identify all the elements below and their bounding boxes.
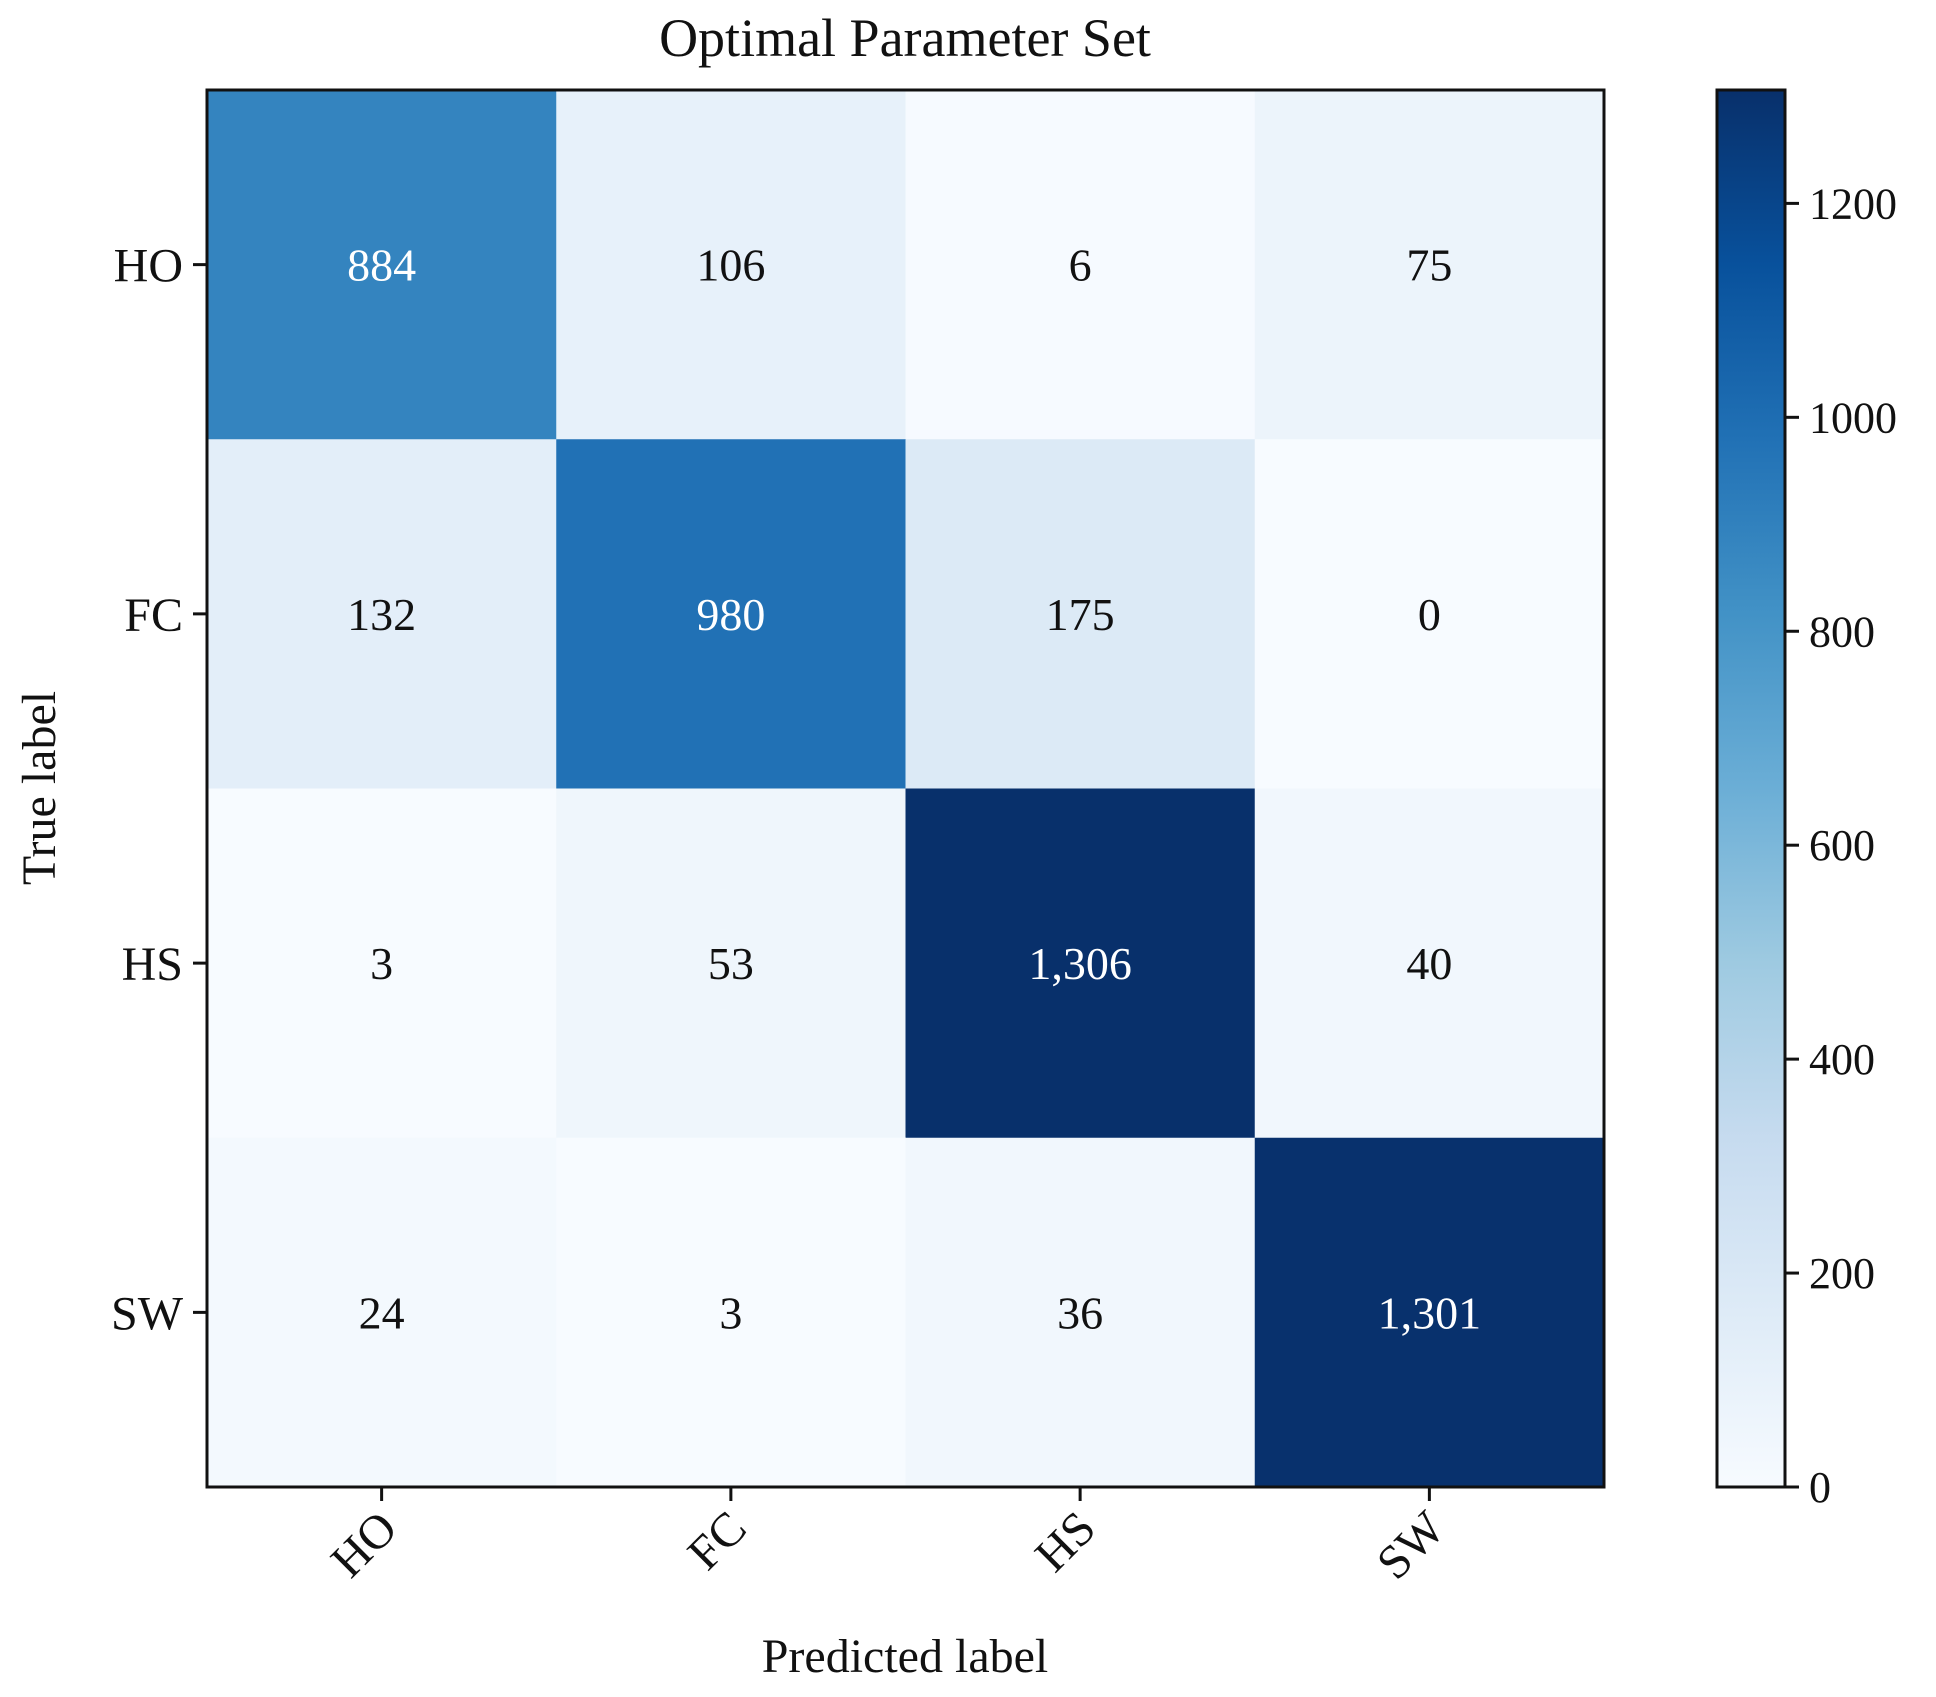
heatmap-cell-HS-HO (207, 788, 557, 1139)
heatmap-cells (207, 90, 1605, 1488)
cell-value-label: 6 (1069, 240, 1092, 291)
x-tick-label-SW: SW (1367, 1501, 1456, 1590)
colorbar-tick-label: 1000 (1809, 393, 1897, 442)
plot-frame (205, 88, 1606, 1489)
colorbar-tick-label: 800 (1809, 607, 1875, 656)
y-axis-ticks: HO FC HS SW (111, 240, 207, 1340)
heatmap-cell-labels: 884 106 6 75 132 980 175 0 3 53 1,306 40 24 3 36 1,301 (347, 240, 1481, 1339)
colorbar-tick-label: 0 (1809, 1463, 1831, 1512)
heatmap-cell-FC-HO (207, 439, 557, 789)
heatmap-cell-HO-HO (207, 90, 557, 440)
heatmap-cell-HO-FC (556, 90, 906, 440)
colorbar-tick-label: 400 (1809, 1035, 1875, 1084)
cell-value-label: 980 (696, 589, 765, 640)
heatmap-cell-HS-SW (1254, 788, 1605, 1139)
colorbar-tick-label: 200 (1809, 1249, 1875, 1298)
cell-value-label: 1,301 (1378, 1287, 1482, 1338)
heatmap-cell-HO-SW (1254, 90, 1605, 440)
cell-value-label: 884 (347, 240, 416, 291)
cell-value-label: 3 (719, 1287, 742, 1338)
heatmap-cell-SW-HS (905, 1137, 1256, 1488)
cell-value-label: 132 (347, 589, 416, 640)
cell-value-label: 36 (1057, 1287, 1103, 1338)
heatmap-cell-SW-FC (556, 1137, 906, 1488)
cell-value-label: 3 (370, 938, 393, 989)
heatmap-cell-HS-HS (905, 788, 1256, 1139)
cell-value-label: 75 (1406, 240, 1452, 291)
cell-value-label: 1,306 (1028, 938, 1132, 989)
colorbar-tick-label: 600 (1809, 821, 1875, 870)
x-axis-label: Predicted label (762, 1630, 1049, 1683)
x-tick-label-HO: HO (321, 1501, 407, 1587)
y-tick-label-SW: SW (111, 1287, 184, 1340)
colorbar (1715, 88, 1787, 1489)
y-axis-label: True label (13, 691, 66, 885)
x-tick-label-FC: FC (678, 1501, 757, 1580)
heatmap-cell-FC-SW (1254, 439, 1605, 789)
cell-value-label: 24 (359, 1287, 405, 1338)
y-tick-label-FC: FC (124, 589, 183, 642)
heatmap-cell-SW-HO (207, 1137, 557, 1488)
heatmap-cell-HO-HS (905, 90, 1256, 440)
cell-value-label: 0 (1418, 589, 1441, 640)
x-tick-label-HS: HS (1025, 1501, 1106, 1582)
cell-value-label: 106 (696, 240, 765, 291)
heatmap-cell-FC-HS (905, 439, 1256, 789)
cell-value-label: 40 (1406, 938, 1452, 989)
y-tick-label-HS: HS (122, 938, 183, 991)
heatmap-cell-HS-FC (556, 788, 906, 1139)
x-axis-ticks: HO FC HS SW (321, 1487, 1456, 1590)
colorbar-tick-label: 1200 (1809, 179, 1897, 228)
chart-title: Optimal Parameter Set (659, 8, 1151, 68)
colorbar-ticks: 0 200 400 600 800 1000 1200 (1785, 179, 1897, 1512)
cell-value-label: 175 (1046, 589, 1115, 640)
heatmap-cell-SW-SW (1254, 1137, 1605, 1488)
cell-value-label: 53 (708, 938, 754, 989)
heatmap-cell-FC-FC (556, 439, 906, 789)
y-tick-label-HO: HO (114, 240, 183, 293)
